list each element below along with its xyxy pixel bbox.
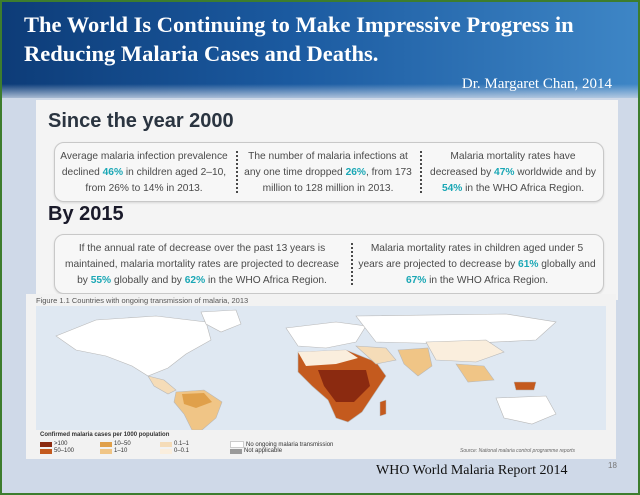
stat-text: in the WHO Africa Region.: [462, 183, 585, 194]
stat-text: , from 173 million to 128 million in 201…: [262, 167, 412, 194]
legend-swatch: [100, 448, 112, 454]
projection-overall: If the annual rate of decrease over the …: [61, 241, 343, 289]
legend-item: No ongoing malaria transmission: [230, 441, 333, 448]
stat-text: The number of malaria infections at any …: [244, 151, 408, 178]
legend-label: 0.1–1: [174, 441, 190, 447]
since-2000-heading: Since the year 2000: [48, 110, 234, 132]
stat-text: If the annual rate of decrease over the …: [64, 243, 340, 286]
stat-highlight: 55%: [90, 275, 112, 286]
legend-swatch: [160, 448, 172, 454]
legend-label: No ongoing malaria transmission: [246, 441, 334, 448]
legend-label: 1–10: [114, 448, 128, 454]
page-number: 18: [608, 461, 617, 470]
since-2000-box: Average malaria infection prevalence dec…: [54, 142, 604, 202]
legend-swatch: [230, 448, 242, 454]
stat-prevalence: Average malaria infection prevalence dec…: [59, 149, 229, 197]
malaria-map-figure: Figure 1.1 Countries with ongoing transm…: [26, 294, 616, 459]
north-america: [55, 315, 212, 377]
amazon-region: [182, 393, 212, 408]
stat-highlight: 61%: [518, 259, 539, 270]
dotted-divider: [236, 151, 238, 193]
stat-text: worldwide and by: [514, 167, 596, 178]
legend-label: 50–100: [54, 448, 75, 454]
greenland: [200, 309, 242, 333]
stat-highlight: 67%: [405, 275, 427, 286]
stat-text: Malaria mortality rates in children aged…: [358, 243, 584, 270]
stat-highlight: 46%: [102, 167, 124, 178]
stat-text: in the WHO Africa Region.: [205, 275, 327, 286]
map-source-note: Source: National malaria control program…: [460, 448, 576, 454]
stat-text: globally and by: [111, 275, 185, 286]
southeast-asia: [455, 363, 495, 383]
stat-infections: The number of malaria infections at any …: [243, 149, 413, 197]
central-america: [147, 375, 177, 395]
europe: [285, 321, 367, 349]
figure-caption: Figure 1.1 Countries with ongoing transm…: [36, 296, 249, 305]
stat-highlight: 54%: [441, 183, 463, 194]
legend-item: 10–50: [100, 441, 131, 447]
stat-highlight: 26%: [345, 167, 366, 178]
legend-swatch: [40, 441, 52, 447]
legend-label: Not applicable: [244, 448, 283, 454]
stat-text: in the WHO Africa Region.: [426, 275, 549, 286]
east-asia: [425, 339, 505, 363]
legend-label: >100: [54, 441, 68, 447]
madagascar: [379, 399, 387, 417]
legend-item: 50–100: [40, 448, 74, 454]
stat-highlight: 47%: [494, 167, 515, 178]
legend-item: Not applicable: [230, 448, 282, 454]
legend-title: Confirmed malaria cases per 1000 populat…: [40, 432, 170, 438]
projection-children: Malaria mortality rates in children aged…: [357, 241, 597, 289]
slide-title: The World Is Continuing to Make Impressi…: [24, 12, 574, 66]
legend-label: 10–50: [114, 441, 131, 447]
stat-text: Malaria mortality rates have decreased b…: [430, 151, 576, 178]
report-source: WHO World Malaria Report 2014: [376, 463, 568, 478]
legend-item: 0.1–1: [160, 441, 189, 447]
map-legend: Confirmed malaria cases per 1000 populat…: [40, 432, 600, 456]
title-band: [2, 2, 638, 98]
legend-swatch: [230, 441, 244, 448]
stat-text: Average malaria infection prevalence dec…: [60, 151, 228, 178]
world-map: [36, 306, 606, 430]
middle-east: [355, 345, 397, 365]
dotted-divider: [351, 243, 353, 285]
dotted-divider: [420, 151, 422, 193]
australia: [495, 395, 557, 425]
south-asia: [397, 347, 433, 377]
legend-swatch: [40, 448, 52, 454]
north-asia: [355, 313, 557, 345]
legend-item: 1–10: [100, 448, 127, 454]
legend-label: 0–0.1: [174, 448, 190, 454]
by-2015-heading: By 2015: [48, 203, 124, 225]
legend-swatch: [100, 441, 112, 447]
stat-text: in children aged 2–10, from 26% to 14% i…: [85, 167, 227, 194]
north-africa: [298, 350, 358, 366]
new-guinea: [513, 381, 537, 391]
legend-swatch: [160, 441, 172, 447]
legend-item: >100: [40, 441, 68, 447]
stat-text: globally and: [538, 259, 596, 270]
attribution: Dr. Margaret Chan, 2014: [461, 76, 612, 92]
by-2015-box: If the annual rate of decrease over the …: [54, 234, 604, 294]
central-africa-high: [318, 370, 370, 402]
stat-mortality: Malaria mortality rates have decreased b…: [427, 149, 599, 197]
stat-highlight: 62%: [184, 275, 206, 286]
legend-item: 0–0.1: [160, 448, 189, 454]
